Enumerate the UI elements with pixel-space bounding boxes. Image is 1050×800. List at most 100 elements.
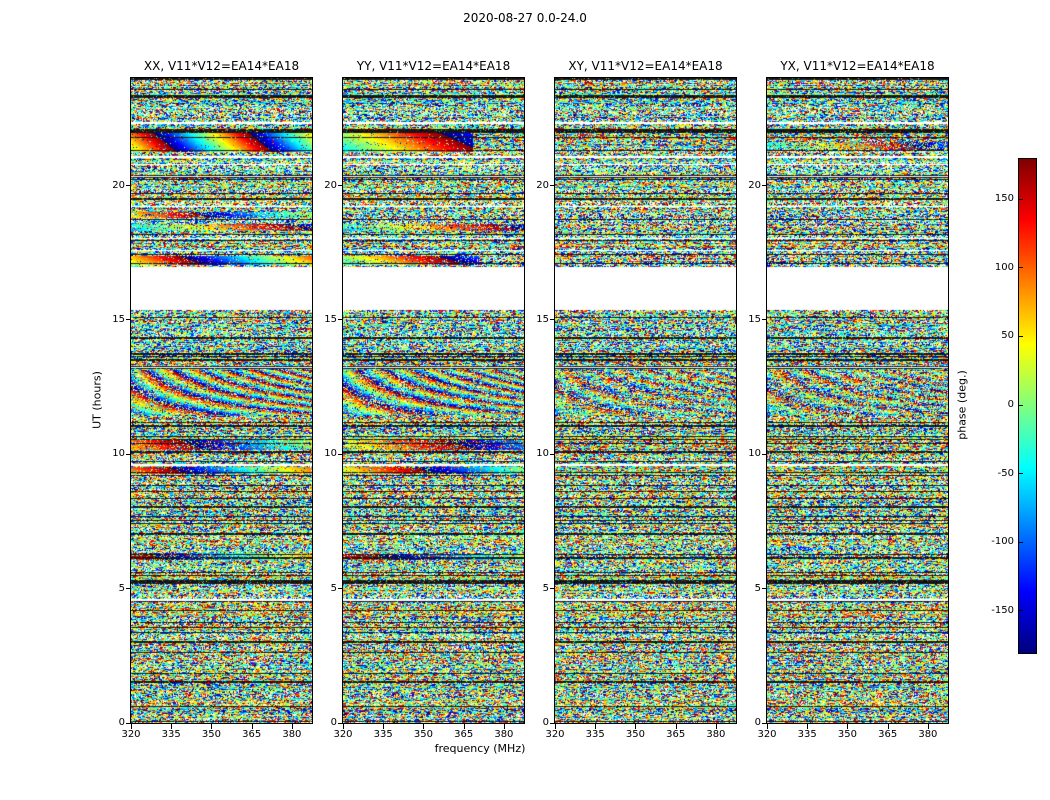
x-tick-mark (343, 724, 344, 729)
x-tick-mark (251, 724, 253, 729)
heatmap-xy (554, 77, 737, 724)
colorbar-label: phase (deg.) (955, 370, 969, 440)
y-tick-label: 10 (112, 448, 125, 460)
x-tick-mark (635, 724, 637, 729)
colorbar-tick-label: -100 (991, 536, 1014, 548)
y-tick-mark (550, 588, 555, 590)
colorbar-tick-label: -50 (997, 467, 1014, 479)
x-tick-label: 365 (666, 729, 686, 740)
colorbar-tick-mark (1019, 404, 1023, 406)
x-tick-mark (887, 724, 889, 729)
x-tick-label: 335 (585, 729, 605, 740)
x-tick-label: 350 (413, 729, 433, 740)
y-tick-label: 20 (112, 179, 125, 191)
y-tick-mark (126, 453, 131, 455)
y-tick-label: 5 (542, 582, 549, 594)
colorbar-tick-mark (1019, 267, 1023, 269)
colorbar: phase (deg.) 150 100 50 0 -50 -100 -150 (956, 158, 1050, 654)
y-tick-mark (762, 588, 767, 590)
colorbar-tick-mark (1019, 198, 1023, 200)
y-tick-mark (126, 185, 131, 186)
x-tick-label: 380 (918, 729, 938, 740)
subplot-title-yx: YX, V11*V12=EA14*EA18 (780, 59, 935, 73)
colorbar-gradient (1018, 158, 1037, 654)
subplot-xy: XY, V11*V12=EA14*EA18 0 5 10 15 20 320 335 350 36… (536, 59, 737, 740)
y-tick-mark (550, 319, 555, 321)
x-tick-label: 365 (242, 729, 262, 740)
y-tick-mark (550, 722, 555, 724)
y-tick-mark (762, 453, 767, 455)
y-tick-label: 10 (536, 448, 549, 460)
y-tick-label: 5 (118, 582, 125, 594)
y-tick-label: 20 (536, 179, 549, 191)
x-tick-label: 335 (161, 729, 181, 740)
y-tick-label: 5 (754, 582, 761, 594)
colorbar-tick-label: 50 (1001, 330, 1014, 342)
x-tick-mark (503, 724, 505, 729)
colorbar-tick-mark (1019, 541, 1023, 543)
x-tick-label: 320 (545, 729, 565, 740)
y-tick-label: 0 (330, 717, 337, 728)
x-tick-mark (927, 724, 929, 729)
x-tick-mark (595, 724, 597, 729)
x-tick-label: 320 (333, 729, 353, 740)
x-tick-label: 335 (373, 729, 393, 740)
y-tick-label: 10 (324, 448, 337, 460)
x-tick-mark (171, 724, 173, 729)
figure-title: 2020-08-27 0.0-24.0 (463, 11, 587, 25)
y-tick-mark (126, 588, 131, 590)
x-tick-mark (767, 724, 768, 729)
x-tick-label: 350 (201, 729, 221, 740)
subplot-xx: XX, V11*V12=EA14*EA18 0 5 10 15 20 320 335 350 36… (112, 59, 313, 740)
y-tick-mark (762, 319, 767, 321)
colorbar-tick-label: 0 (1007, 399, 1014, 410)
y-tick-mark (338, 588, 343, 590)
x-tick-label: 320 (121, 729, 141, 740)
colorbar-tick-mark (1019, 335, 1023, 337)
x-axis-label: frequency (MHz) (434, 742, 526, 755)
x-tick-label: 335 (797, 729, 817, 740)
heatmap-xx (130, 77, 313, 724)
y-tick-mark (762, 722, 767, 724)
x-tick-label: 350 (837, 729, 857, 740)
colorbar-tick-mark (1019, 610, 1023, 612)
y-tick-label: 15 (324, 313, 337, 325)
x-tick-mark (131, 724, 132, 729)
y-tick-label: 20 (324, 179, 337, 191)
y-tick-mark (126, 722, 131, 724)
x-tick-mark (715, 724, 717, 729)
y-tick-mark (550, 453, 555, 455)
y-tick-mark (338, 453, 343, 455)
x-tick-label: 380 (282, 729, 302, 740)
y-axis-label: UT (hours) (90, 371, 104, 429)
x-tick-mark (463, 724, 465, 729)
colorbar-tick-label: -150 (991, 604, 1014, 616)
x-tick-mark (847, 724, 849, 729)
x-tick-label: 365 (878, 729, 898, 740)
y-tick-label: 5 (330, 582, 337, 594)
y-tick-label: 20 (748, 179, 761, 191)
subplot-title-xx: XX, V11*V12=EA14*EA18 (143, 59, 300, 73)
colorbar-tick-label: 100 (994, 261, 1014, 273)
x-tick-mark (807, 724, 809, 729)
subplot-yy: YY, V11*V12=EA14*EA18 0 5 10 15 20 320 335 350 36… (324, 59, 525, 740)
x-tick-label: 365 (454, 729, 474, 740)
subplot-title-yy: YY, V11*V12=EA14*EA18 (356, 59, 511, 73)
y-tick-label: 15 (748, 313, 761, 325)
y-tick-label: 15 (112, 313, 125, 325)
y-tick-mark (762, 185, 767, 186)
x-tick-mark (291, 724, 293, 729)
y-tick-mark (338, 722, 343, 724)
subplot-title-xy: XY, V11*V12=EA14*EA18 (568, 59, 723, 73)
y-tick-mark (338, 319, 343, 321)
y-tick-label: 0 (118, 717, 125, 728)
colorbar-tick-mark (1019, 473, 1023, 475)
x-tick-label: 380 (706, 729, 726, 740)
x-tick-mark (383, 724, 385, 729)
x-tick-mark (423, 724, 425, 729)
heatmap-yy (342, 77, 525, 724)
x-tick-label: 320 (757, 729, 777, 740)
x-tick-label: 350 (625, 729, 645, 740)
x-tick-mark (675, 724, 677, 729)
